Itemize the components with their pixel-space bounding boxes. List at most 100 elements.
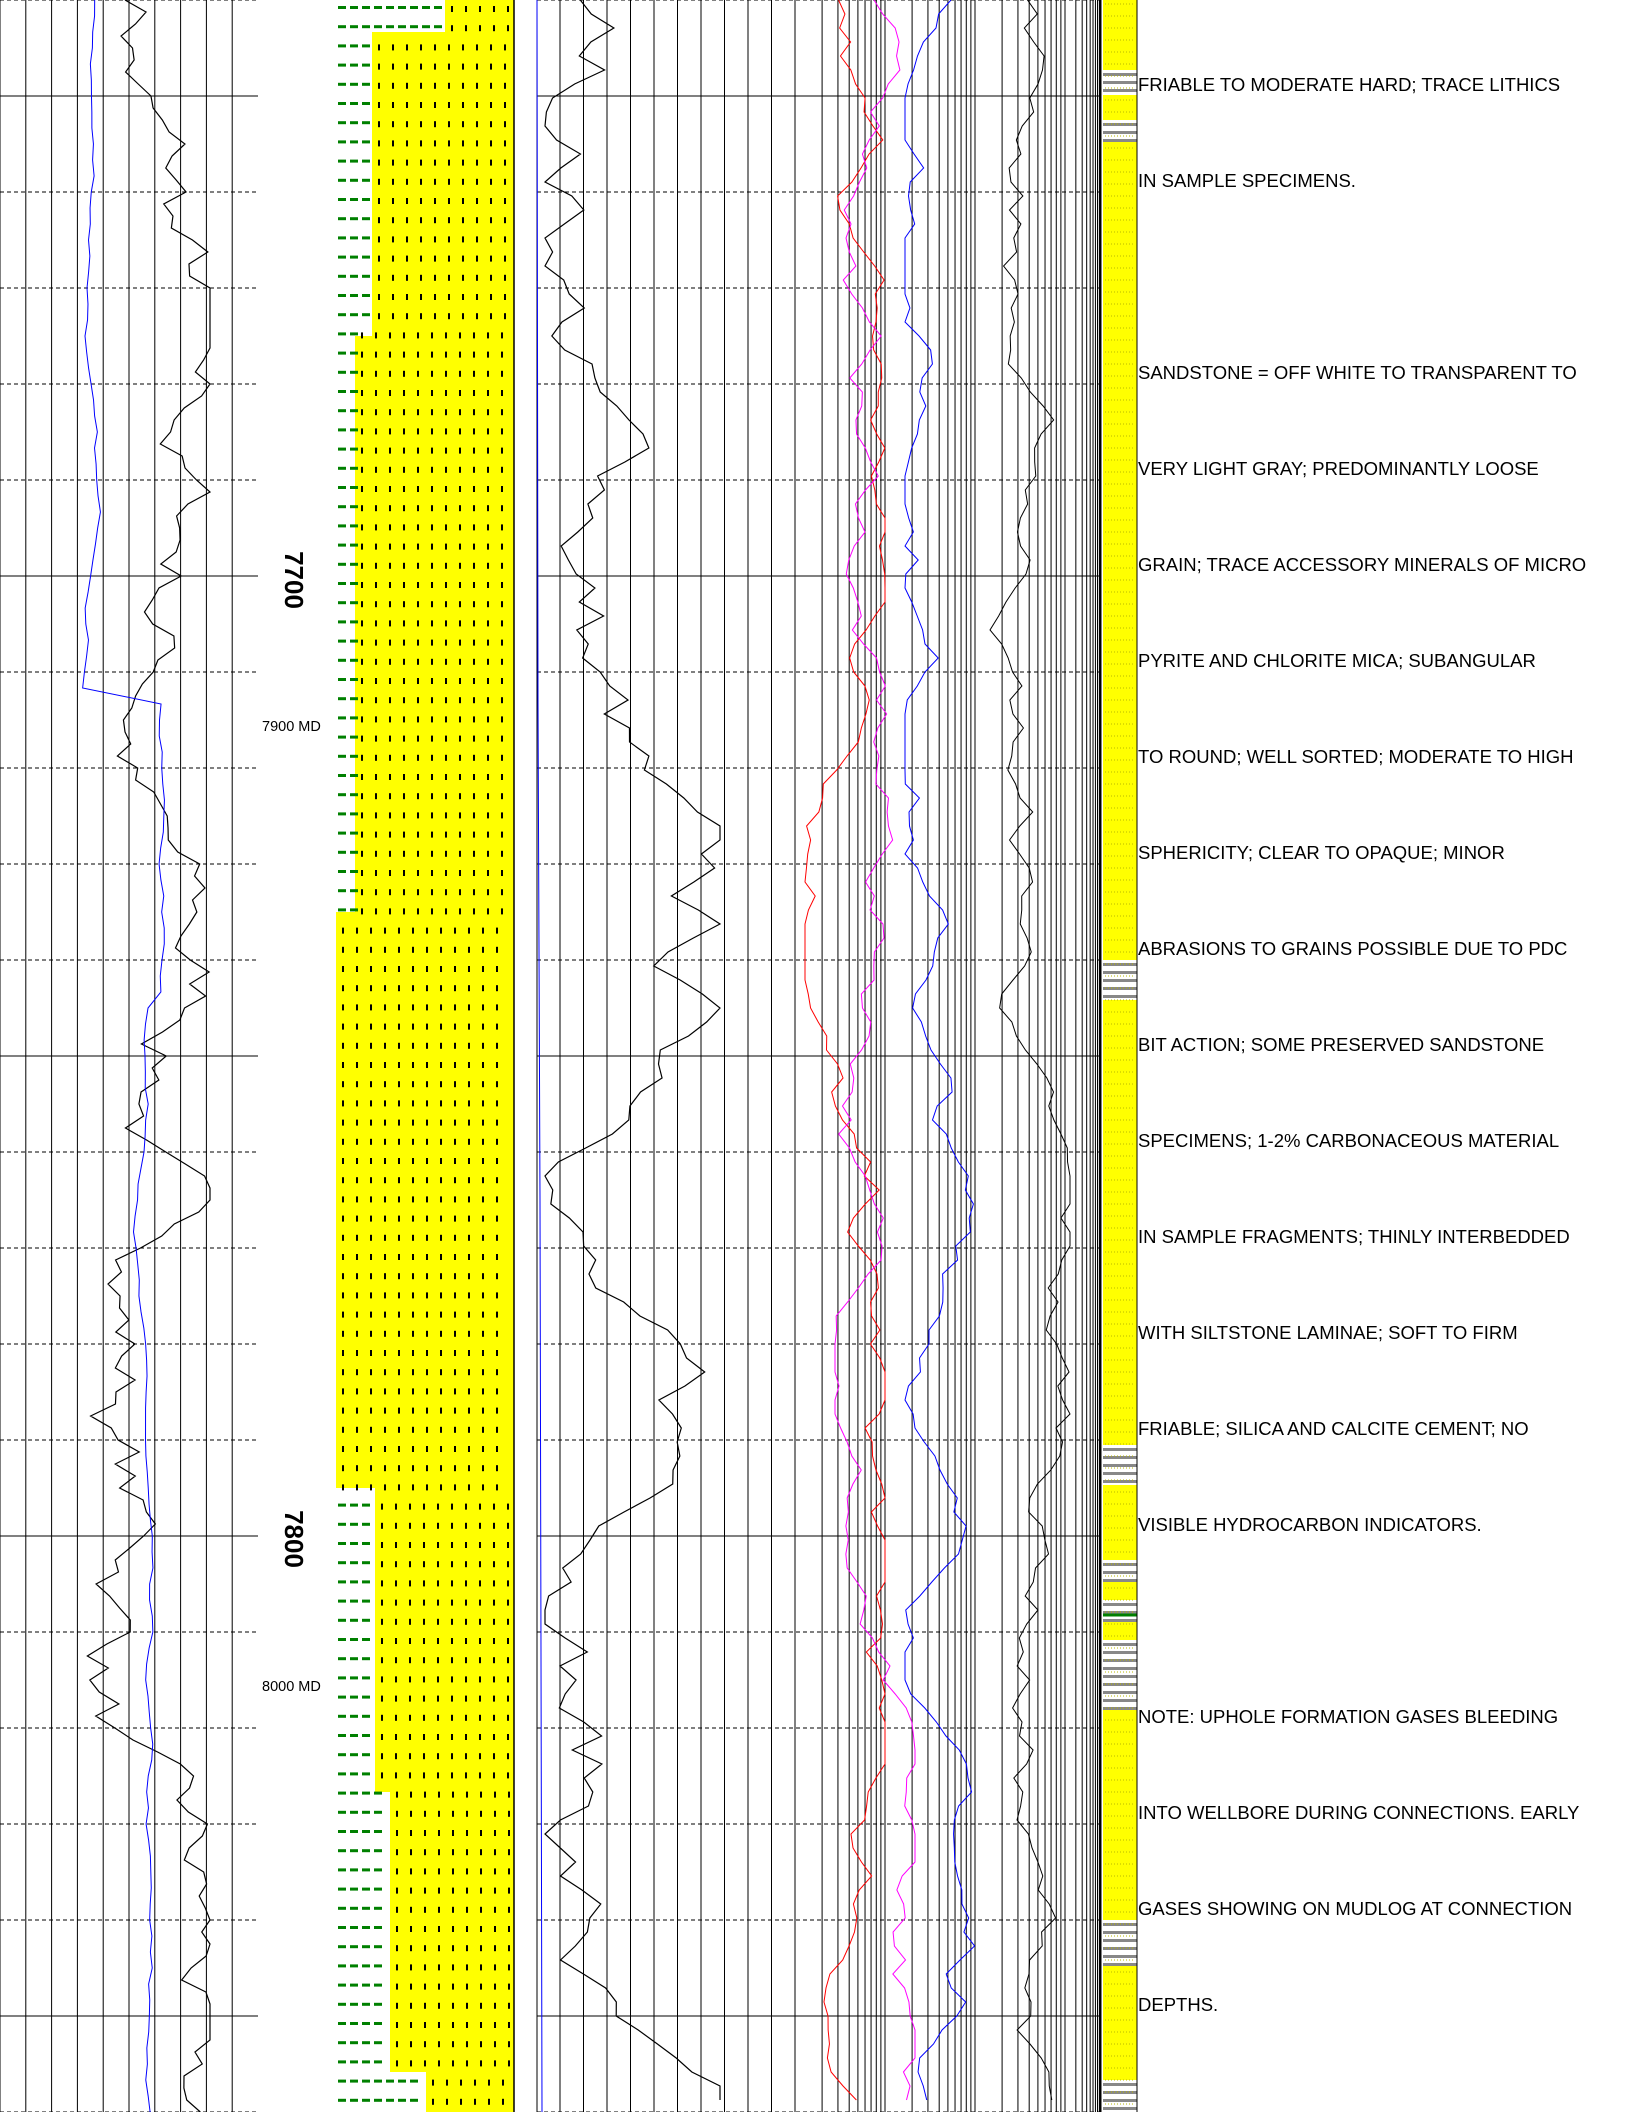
shale-mark: [338, 1983, 346, 1987]
sand-fill: [372, 176, 514, 184]
sand-grain-mark: [468, 1369, 470, 1376]
sand-grain-mark: [496, 1081, 498, 1088]
sand-grain-mark: [493, 1580, 495, 1587]
sand-grain-mark: [412, 1004, 414, 1011]
sand-grain-mark: [406, 294, 408, 300]
sand-grain-mark: [440, 1196, 442, 1203]
shale-mark: [350, 102, 358, 105]
sand-grain-mark: [356, 1062, 358, 1068]
sand-grain-mark: [507, 6, 509, 12]
shale-mark: [374, 1791, 382, 1795]
shale-mark: [362, 82, 370, 86]
sand-grain-mark: [406, 121, 408, 128]
sand-grain-mark: [431, 409, 433, 416]
sand-grain-mark: [468, 1215, 470, 1222]
sand-grain-mark: [426, 1407, 428, 1414]
sand-grain-mark: [426, 1196, 428, 1203]
shale-mark: [374, 1906, 382, 1910]
sand-grain-mark: [342, 1177, 344, 1184]
sand-grain-mark: [462, 63, 464, 70]
shale-mark: [338, 735, 346, 739]
sand-grain-mark: [356, 1234, 358, 1241]
sand-grain-mark: [389, 889, 391, 896]
sand-grain-mark: [473, 332, 475, 339]
sand-grain-mark: [381, 1522, 383, 1529]
description-line: FRIABLE TO MODERATE HARD; TRACE LITHICS: [1138, 74, 1561, 95]
sand-grain-mark: [487, 582, 489, 588]
c1-curve: [804, 0, 886, 2101]
sand-grain-mark: [434, 198, 436, 204]
sand-grain-mark: [454, 1042, 456, 1049]
sand-grain-mark: [462, 198, 464, 204]
sand-fill: [355, 392, 514, 400]
shale-mark: [422, 6, 430, 9]
sand-grain-mark: [440, 1042, 442, 1049]
sand-grain-mark: [342, 1215, 344, 1222]
sand-grain-mark: [493, 1695, 495, 1702]
sand-grain-mark: [493, 1599, 495, 1606]
sand-grain-mark: [487, 505, 489, 512]
sand-grain-mark: [403, 716, 405, 723]
sand-grain-mark: [445, 697, 447, 704]
sand-grain-mark: [466, 2002, 468, 2009]
shale-mark: [362, 2041, 370, 2045]
sand-grain-mark: [381, 1618, 383, 1625]
sand-grain-mark: [389, 639, 391, 646]
sand-fill: [375, 1688, 514, 1696]
sand-grain-mark: [501, 428, 503, 435]
sand-grain-mark: [398, 1388, 400, 1395]
sand-grain-mark: [437, 1599, 439, 1606]
sand-fill: [372, 112, 514, 120]
sand-grain-mark: [466, 1791, 468, 1798]
sand-fill: [372, 136, 514, 144]
sand-grain-mark: [361, 639, 363, 646]
sand-fill: [336, 1480, 514, 1488]
shale-mark: [350, 2041, 358, 2045]
sand-fill: [355, 792, 514, 800]
sand-fill: [355, 776, 514, 784]
sand-grain-mark: [381, 1580, 383, 1587]
sand-grain-mark: [487, 409, 489, 416]
sand-grain-mark: [426, 1062, 428, 1068]
sand-grain-mark: [473, 447, 475, 454]
sand-grain-mark: [342, 1081, 344, 1088]
sand-grain-mark: [473, 601, 475, 608]
interp-shale-mark: [1103, 1579, 1137, 1582]
sand-grain-mark: [361, 716, 363, 723]
sand-grain-mark: [479, 1714, 481, 1721]
sand-grain-mark: [507, 25, 509, 32]
sand-grain-mark: [454, 1407, 456, 1414]
shale-mark: [350, 2022, 358, 2025]
sand-grain-mark: [468, 1081, 470, 1088]
sand-grain-mark: [342, 1426, 344, 1433]
sand-grain-mark: [342, 1330, 344, 1337]
sand-grain-mark: [417, 409, 419, 416]
description-line: SPHERICITY; CLEAR TO OPAQUE; MINOR: [1138, 842, 1505, 863]
sand-grain-mark: [440, 1081, 442, 1088]
sand-grain-mark: [496, 1292, 498, 1299]
shale-mark: [362, 198, 370, 201]
sand-grain-mark: [409, 1561, 411, 1568]
interp-shale-mark: [1103, 1448, 1137, 1451]
shale-mark: [374, 25, 382, 29]
sand-grain-mark: [452, 1868, 454, 1875]
sand-fill: [355, 736, 514, 744]
sand-grain-mark: [494, 2022, 496, 2028]
sand-grain-mark: [434, 313, 436, 320]
sand-grain-mark: [342, 1292, 344, 1299]
shale-mark: [338, 466, 346, 470]
sand-grain-mark: [356, 1196, 358, 1203]
sand-grain-mark: [490, 102, 492, 108]
sand-grain-mark: [384, 1311, 386, 1318]
sand-grain-mark: [501, 793, 503, 800]
sand-grain-mark: [440, 1158, 442, 1164]
sand-grain-mark: [403, 409, 405, 416]
sand-grain-mark: [356, 1388, 358, 1395]
shale-mark: [338, 1542, 346, 1545]
sand-fill: [372, 128, 514, 136]
sand-fill: [355, 480, 514, 488]
sand-grain-mark: [375, 735, 377, 742]
sand-grain-mark: [431, 543, 433, 550]
interp-shale-mark: [1103, 2099, 1137, 2102]
sand-grain-mark: [431, 332, 433, 339]
